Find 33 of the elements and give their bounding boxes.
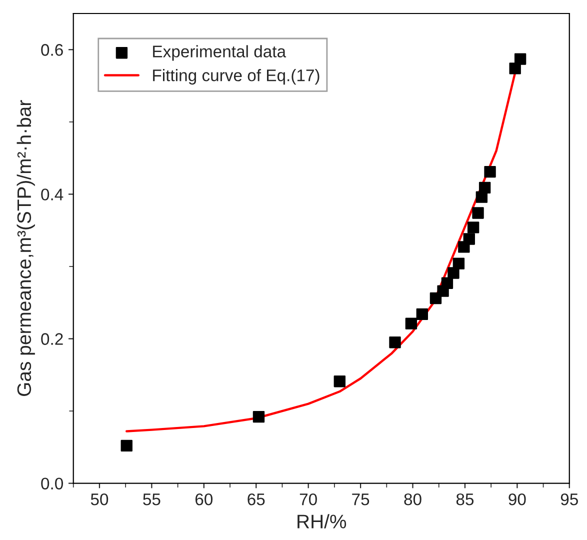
point (405, 318, 418, 330)
legend-label: Experimental data (153, 45, 286, 61)
point (452, 258, 465, 270)
y-tick-label: 0.4 (41, 188, 64, 200)
y-tick-label: 0.6 (41, 44, 63, 56)
point (484, 166, 496, 178)
x-tick-label: 55 (143, 494, 160, 506)
y-axis-title: Gas permeance,m³(STP)/m²·h·bar (16, 100, 35, 396)
point (389, 336, 401, 348)
x-tick-label: 90 (508, 493, 526, 506)
point (416, 308, 428, 320)
y-tick-label: 0.0 (41, 478, 64, 490)
y-tick-label: 0.2 (41, 333, 63, 345)
point (463, 233, 475, 245)
x-tick-label: 95 (560, 493, 578, 506)
x-tick-label: 60 (195, 493, 213, 506)
point (478, 182, 491, 194)
x-tick-label: 80 (404, 493, 422, 506)
point (448, 267, 460, 279)
x-tick-label: 85 (456, 493, 474, 506)
x-tick-label: 75 (352, 494, 370, 506)
point (120, 440, 132, 452)
x-axis-title: RH/% (298, 514, 346, 528)
point (514, 53, 526, 65)
point (334, 376, 346, 388)
legend-label: Fitting curve of Eq.(17) (153, 69, 320, 85)
point (467, 222, 480, 234)
x-tick-label: 50 (90, 493, 108, 506)
x-tick-label: 70 (300, 493, 317, 506)
point (441, 277, 454, 289)
x-tick-label: 65 (248, 493, 265, 506)
point (472, 207, 484, 219)
point (252, 410, 265, 423)
